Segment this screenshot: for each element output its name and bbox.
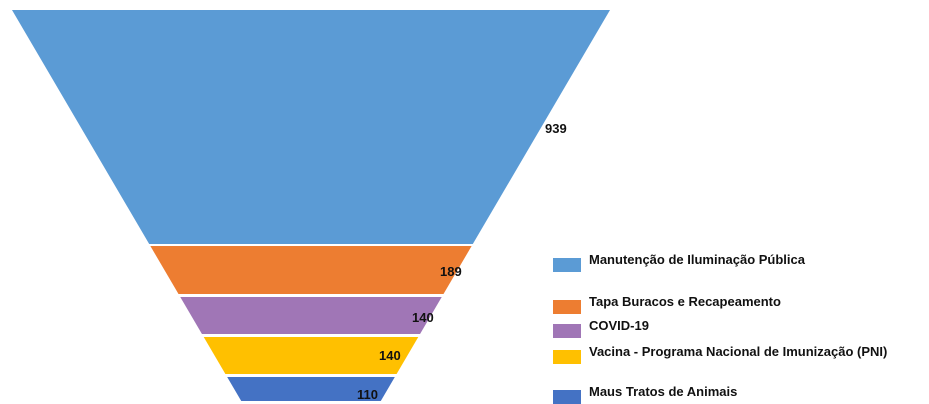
legend-label: Tapa Buracos e Recapeamento (589, 294, 781, 309)
funnel-segment (203, 337, 419, 374)
legend-label: Vacina - Programa Nacional de Imunização… (589, 344, 888, 359)
data-label: 140 (412, 310, 434, 325)
legend-swatch (553, 390, 581, 404)
data-label: 140 (379, 348, 401, 363)
legend-item: COVID-19 (553, 318, 929, 338)
funnel-segment (180, 297, 442, 334)
legend-swatch (553, 300, 581, 314)
legend-swatch (553, 350, 581, 364)
funnel-segment (227, 377, 395, 401)
funnel-segment (12, 10, 610, 244)
legend-label: COVID-19 (589, 318, 649, 333)
legend-item: Maus Tratos de Animais (553, 384, 929, 404)
legend-swatch (553, 258, 581, 272)
data-label: 110 (357, 387, 378, 401)
funnel-segment (150, 246, 472, 294)
legend-swatch (553, 324, 581, 338)
legend-item: Manutenção de Iluminação Pública (553, 252, 819, 272)
legend-label: Maus Tratos de Animais (589, 384, 738, 399)
legend-item: Vacina - Programa Nacional de Imunização… (553, 344, 929, 364)
data-label: 189 (440, 264, 462, 279)
legend-item: Tapa Buracos e Recapeamento (553, 294, 929, 314)
data-label: 939 (545, 121, 567, 136)
legend-label: Manutenção de Iluminação Pública (589, 252, 805, 267)
